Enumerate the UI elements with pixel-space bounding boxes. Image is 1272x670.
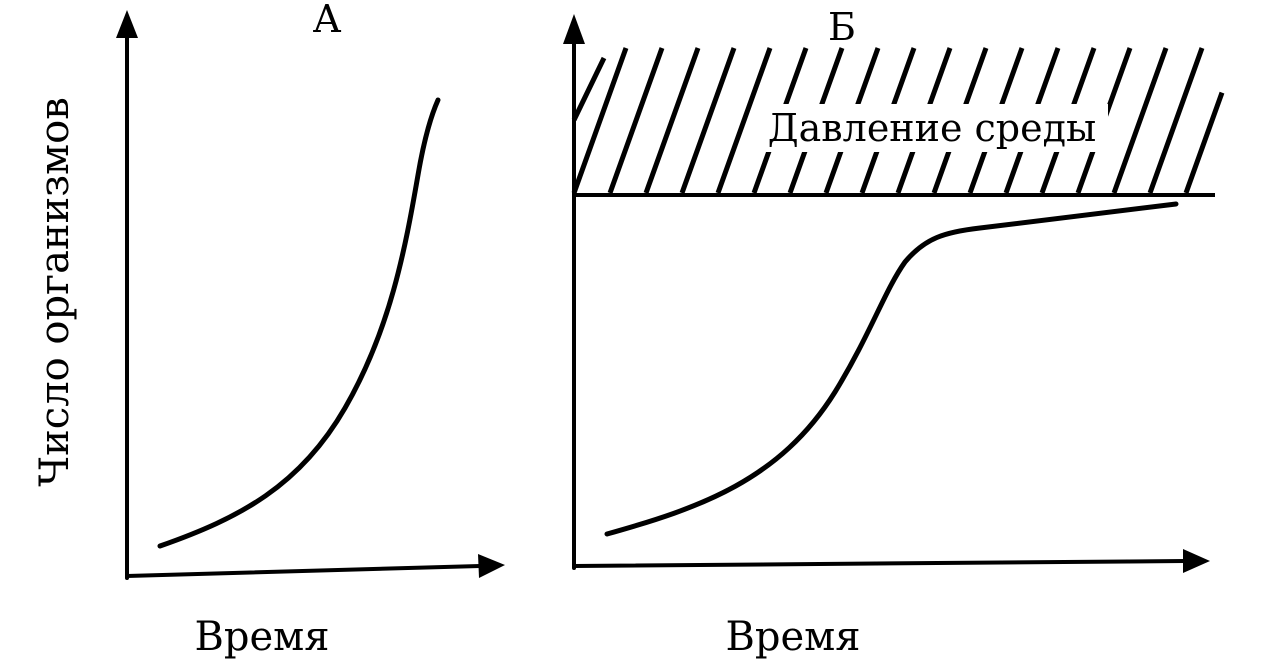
pressure-label-backing — [758, 104, 1108, 152]
panel-a: А Время — [116, 0, 505, 660]
panel-b-logistic-curve — [604, 201, 1179, 537]
panel-b-title: Б — [828, 5, 856, 49]
environmental-pressure-label: Давление среды — [768, 106, 1097, 150]
panel-b: Б Давление среды Время — [563, 5, 1225, 660]
hatch-stroke — [643, 47, 701, 194]
hatch-stroke — [1147, 47, 1205, 194]
hatch-stroke — [607, 47, 665, 194]
hatch-stroke — [1111, 47, 1169, 194]
panel-a-x-arrowhead — [478, 554, 505, 578]
panel-b-y-arrowhead — [563, 14, 585, 44]
y-axis-label: Число организмов — [32, 97, 78, 487]
hatch-stroke — [715, 47, 773, 194]
panel-a-x-axis-label: Время — [194, 614, 329, 660]
panel-a-exponential-curve — [157, 97, 441, 549]
panel-a-y-arrowhead — [116, 10, 138, 38]
panel-a-x-axis — [125, 564, 482, 578]
panel-b-x-axis-label: Время — [725, 614, 860, 660]
panel-b-x-arrowhead — [1183, 549, 1210, 573]
hatch-stroke — [1183, 91, 1225, 194]
panel-b-x-axis — [572, 559, 1187, 568]
hatch-stroke — [571, 56, 607, 122]
hatch-stroke — [679, 47, 737, 194]
panel-a-title: А — [313, 0, 342, 41]
hatch-stroke — [571, 47, 629, 194]
